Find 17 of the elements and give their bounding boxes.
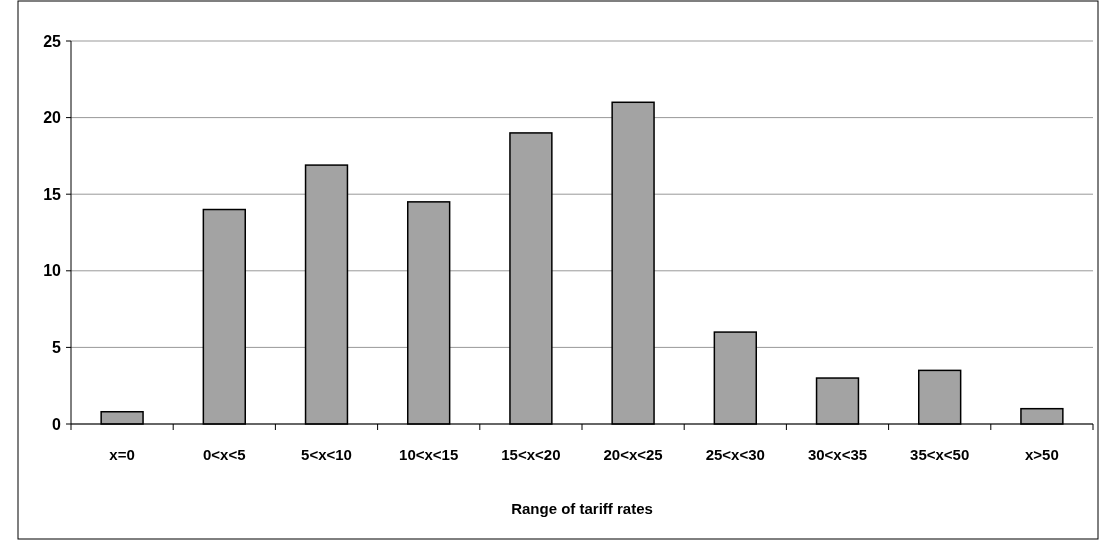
- x-tick-label: 30<x<35: [807, 446, 868, 463]
- x-tick-label: 15<x<20: [501, 446, 561, 463]
- y-tick-label: 5: [52, 339, 62, 356]
- y-tick-label: 0: [52, 415, 62, 433]
- x-tick-label: 5<x<10: [301, 446, 352, 463]
- x-tick-label: 20<x<25: [603, 446, 663, 463]
- y-tick-label: 15: [43, 185, 62, 203]
- x-tick-label: 35<x<50: [910, 446, 970, 463]
- x-tick-label: x=0: [109, 446, 135, 463]
- x-tick-label: 25<x<30: [705, 446, 765, 463]
- x-tick-label: 10<x<15: [399, 446, 459, 463]
- y-tick-label: 25: [43, 32, 62, 50]
- y-tick-label: 20: [43, 109, 62, 127]
- x-tick-label: 0<x<5: [203, 446, 246, 463]
- y-tick-label: 10: [43, 262, 62, 280]
- x-tick-label: x>50: [1025, 446, 1059, 463]
- x-axis-title: Range of tariff rates: [511, 500, 653, 517]
